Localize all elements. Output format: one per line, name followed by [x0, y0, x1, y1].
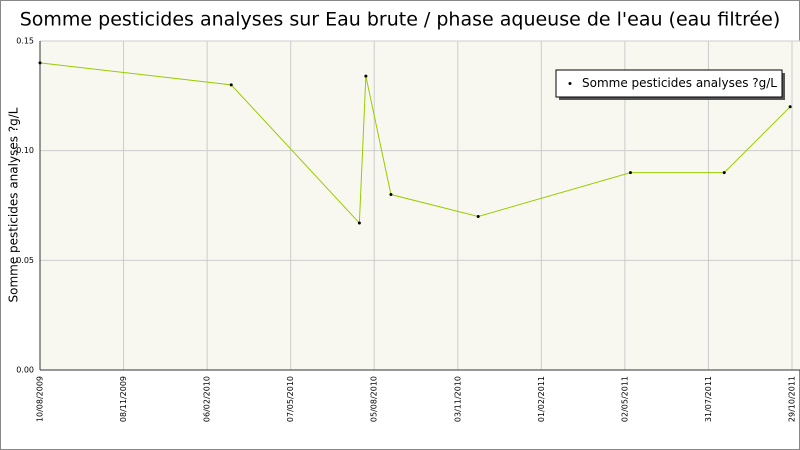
y-tick-label: 0.15: [16, 37, 34, 46]
data-point: [722, 171, 726, 175]
x-tick-label: 29/10/2011: [788, 376, 797, 422]
x-tick-label: 03/11/2010: [453, 376, 462, 422]
x-tick-label: 05/08/2010: [370, 376, 379, 422]
legend: Somme pesticides analyses ?g/L: [555, 69, 785, 100]
data-point: [357, 221, 361, 225]
y-tick-label: 0.10: [16, 146, 34, 155]
x-tick-label: 01/02/2011: [537, 376, 546, 422]
legend-marker: [568, 82, 572, 85]
legend-label: Somme pesticides analyses ?g/L: [582, 76, 777, 90]
x-tick-label: 10/08/2009: [36, 376, 45, 422]
x-tick-label: 31/07/2011: [704, 376, 713, 422]
data-point: [389, 193, 393, 197]
chart-title: Somme pesticides analyses sur Eau brute …: [20, 9, 781, 31]
x-tick-label: 06/02/2010: [203, 376, 212, 422]
y-tick-label: 0.00: [16, 366, 34, 375]
data-point: [364, 74, 368, 78]
x-tick-label: 07/05/2010: [286, 376, 295, 422]
y-axis-label: Somme pesticides analyses ?g/L: [7, 107, 21, 302]
x-tick-label: 02/05/2011: [620, 376, 629, 422]
y-tick-label: 0.05: [16, 256, 34, 265]
x-tick-label: 08/11/2009: [119, 376, 128, 422]
data-point: [38, 61, 42, 65]
data-point: [788, 105, 792, 109]
data-point: [476, 214, 480, 218]
data-point: [229, 83, 233, 87]
legend-box: [555, 69, 783, 98]
data-point: [628, 171, 632, 175]
